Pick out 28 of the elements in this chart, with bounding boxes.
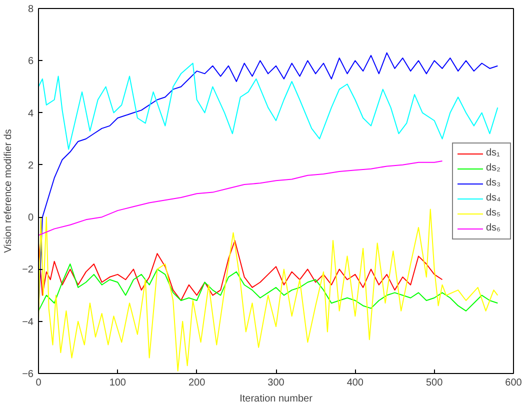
legend-label: ds₁: [486, 147, 501, 159]
x-axis-title: Iteration number: [240, 394, 314, 404]
y-tick-label: 0: [28, 212, 34, 224]
line-series: [38, 62, 498, 150]
legend-label: ds₆: [486, 222, 502, 234]
legend-label: ds₂: [486, 162, 502, 174]
y-axis-title: Vision reference modifier ds: [3, 129, 14, 253]
x-tick-label: 200: [188, 378, 206, 388]
x-tick-label: 400: [346, 378, 364, 388]
x-tick-label: 0: [36, 378, 42, 388]
x-tick-label: 100: [109, 378, 126, 388]
x-tick-label: 600: [505, 378, 522, 388]
legend-label: ds₄: [486, 192, 502, 204]
legend-label: ds₃: [486, 177, 502, 189]
legend-label: ds₅: [486, 207, 502, 219]
y-tick-label: 2: [28, 160, 34, 172]
x-tick-label: 300: [268, 378, 285, 388]
x-tick-label: 500: [426, 378, 444, 388]
line-series: [38, 208, 498, 372]
y-tick-label: 8: [28, 4, 34, 15]
line-series: [38, 264, 498, 312]
y-tick-label: −2: [22, 264, 34, 276]
y-tick-label: 4: [28, 108, 34, 120]
line-series: [38, 160, 443, 236]
y-tick-label: −4: [22, 316, 34, 328]
line-series: [38, 240, 443, 301]
y-tick-label: 6: [28, 56, 34, 68]
y-tick-label: −6: [22, 369, 34, 380]
